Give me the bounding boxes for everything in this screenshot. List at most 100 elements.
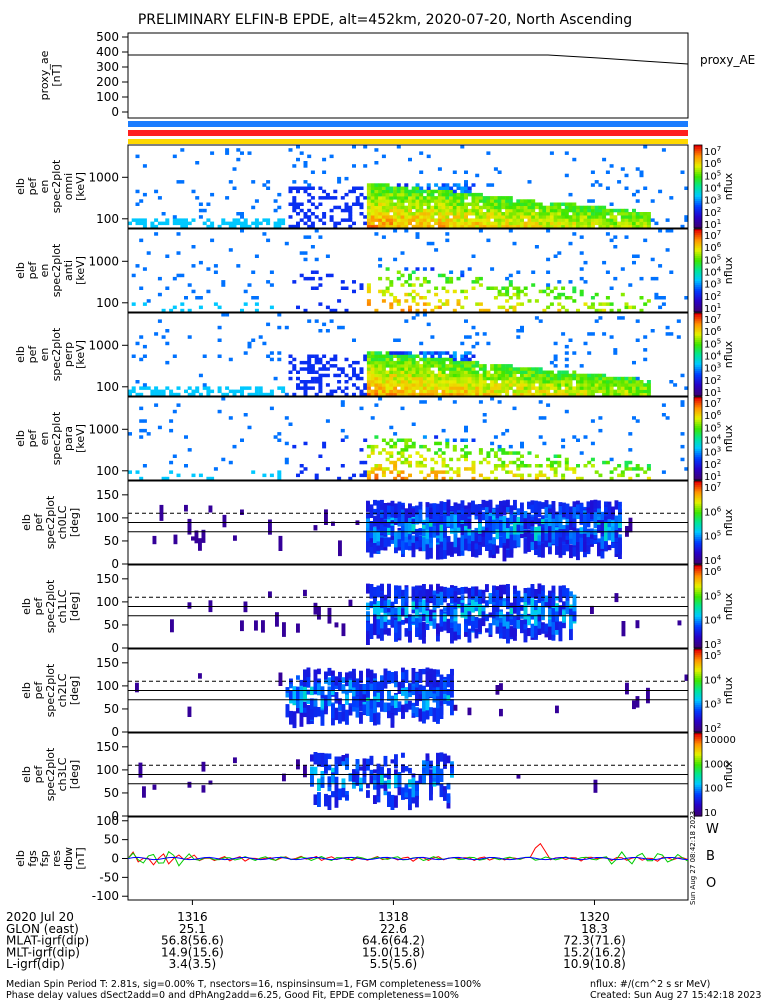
spectrogram-cell xyxy=(490,221,495,226)
spectrogram-cell xyxy=(385,183,390,187)
spectrogram-cell xyxy=(404,212,409,216)
spectrogram-cell xyxy=(422,196,427,200)
colorbar-segment xyxy=(694,362,702,366)
spectrogram-cell xyxy=(432,522,437,534)
spectrogram-cell xyxy=(635,215,640,219)
colorbar-segment xyxy=(694,591,702,595)
spectrogram-cell xyxy=(320,698,325,709)
spectrogram-cell xyxy=(486,215,491,219)
spectrogram-cell xyxy=(538,380,543,384)
colorbar-tick-label: 104 xyxy=(704,266,722,279)
spectrogram-cell xyxy=(415,205,420,210)
y-tick-label: 500 xyxy=(96,30,119,44)
spectrogram-cell xyxy=(572,289,577,294)
spectrogram-cell xyxy=(445,192,450,197)
colorbar-segment xyxy=(694,169,702,173)
spectrogram-cell xyxy=(318,186,323,190)
spectrogram-cell xyxy=(359,202,364,206)
spectrogram-cell xyxy=(327,764,332,771)
spectrogram-cell xyxy=(661,403,666,407)
spectrogram-cell xyxy=(481,613,486,627)
spectrogram-cell xyxy=(437,192,442,197)
spectrogram-cell xyxy=(457,512,461,527)
spectrogram-cell xyxy=(583,302,588,306)
colorbar-segment xyxy=(694,397,702,400)
spectrogram-cell xyxy=(572,299,577,303)
spectrogram-cell xyxy=(322,212,327,216)
spectrogram-cell xyxy=(475,302,480,306)
spectrogram-cell xyxy=(499,536,503,548)
spectrogram-cell xyxy=(439,586,444,598)
spectrogram-cell xyxy=(456,383,461,387)
spectrogram-cell xyxy=(221,283,226,287)
spectrogram-cell xyxy=(553,215,558,219)
spectrogram-cell xyxy=(541,624,545,634)
spectrogram-cell xyxy=(569,518,573,530)
spectrogram-cell xyxy=(400,360,405,365)
spectrogram-cell xyxy=(404,392,409,397)
spectrogram-cell xyxy=(314,354,319,358)
spectrogram-cell xyxy=(370,467,375,471)
spectrogram-cell xyxy=(184,218,188,222)
spectrogram-cell xyxy=(453,502,458,509)
colorbar-segment xyxy=(694,641,702,645)
spectrogram-cell xyxy=(478,192,483,197)
colorbar-segment xyxy=(694,421,702,425)
spectrogram-cell xyxy=(512,451,517,455)
spectrogram-cell xyxy=(520,389,524,394)
spectrogram-cell xyxy=(467,373,472,378)
spectrogram-cell xyxy=(288,186,293,190)
spectrogram-cell xyxy=(516,457,521,462)
colorbar-tick-label: 104 xyxy=(704,434,722,447)
spectrogram-cell xyxy=(430,224,435,229)
spectrogram-cell xyxy=(380,504,384,515)
colorbar-segment xyxy=(694,524,702,528)
spectrogram-cell xyxy=(460,438,465,442)
spectrogram-cell xyxy=(131,273,136,278)
spectrogram-cell xyxy=(380,509,384,518)
spectrogram-cell xyxy=(396,218,401,222)
spectrogram-cell xyxy=(370,215,375,219)
spectrogram-cell xyxy=(273,376,278,381)
spectrogram-cell xyxy=(460,500,465,511)
spectrogram-cell xyxy=(530,599,535,607)
y-tick-label: 1000 xyxy=(88,170,119,184)
colorbar-segment xyxy=(694,176,702,179)
spectrogram-cell xyxy=(624,467,629,471)
spectrogram-cell xyxy=(284,441,289,446)
spectrogram-cell xyxy=(206,202,211,206)
colorbar-segment xyxy=(694,352,702,356)
spectrogram-cell xyxy=(486,221,491,226)
spectrogram-cell xyxy=(499,529,503,537)
spectrogram-cell xyxy=(611,522,615,532)
spectrogram-cell xyxy=(439,532,444,542)
spectrogram-cell xyxy=(277,325,282,330)
spectrogram-cell xyxy=(490,373,495,378)
spectrogram-cell xyxy=(419,215,424,219)
colorbar-segment xyxy=(694,323,702,327)
spectrogram-cell xyxy=(393,354,398,358)
spectrogram-cell xyxy=(553,383,558,387)
colorbar-tick-label: 107 xyxy=(704,397,721,410)
spectrogram-cell xyxy=(419,205,424,210)
spectrogram-cell xyxy=(385,457,390,462)
spectrogram-cell xyxy=(389,305,394,310)
colorbar-segment xyxy=(694,557,702,561)
spectrogram-cell xyxy=(366,470,371,474)
spectrogram-cell xyxy=(467,224,472,229)
spectrogram-cell xyxy=(449,212,454,216)
spectrogram-cell xyxy=(467,370,472,374)
colorbar-segment xyxy=(694,413,702,417)
spectrogram-cell xyxy=(426,380,431,384)
spectrogram-cell xyxy=(594,212,599,216)
spectrogram-cell xyxy=(478,224,483,229)
spectrogram-cell xyxy=(152,535,157,545)
spectrogram-cell xyxy=(492,586,496,603)
spectrogram-cell xyxy=(613,380,618,384)
spectrogram-cell xyxy=(497,376,502,381)
spectrogram-cell xyxy=(553,221,558,226)
colorbar-segment xyxy=(694,403,702,406)
spectrogram-cell xyxy=(434,360,439,365)
spectrogram-cell xyxy=(307,215,312,219)
